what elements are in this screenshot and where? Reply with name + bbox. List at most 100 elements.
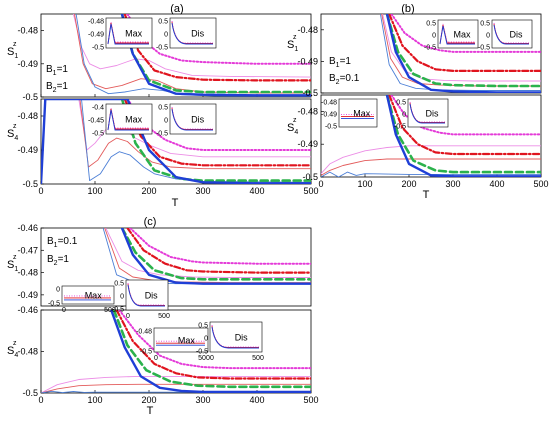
plot-b-top: -0.5 -0.49 -0.48 [297, 13, 542, 98]
param-b1-b: B1=1 [329, 56, 351, 69]
inset-y-tick-label: -0.5 [92, 45, 104, 52]
inset-y-tick-label: 0 [402, 112, 406, 119]
inset-frame [338, 98, 378, 128]
plot-b-bottom: -0.5-0.49-0.480 100 200 300 400 500 [297, 94, 549, 189]
inset-y-tick-label: -0.5 [112, 307, 124, 314]
series-line-magenta-dot [390, 14, 541, 53]
y-tick-label-c-top: -0.47 [17, 245, 38, 255]
svg-text:B2=1: B2=1 [47, 254, 69, 267]
series-line-blue-thick [385, 14, 541, 93]
y-axis-label-c-top: S1 z [7, 254, 18, 273]
x-axis-label-a: T [172, 197, 179, 209]
series-line-magenta-thin [105, 228, 311, 278]
series-line-red-thin [41, 383, 311, 393]
inset-x-tick-label: 500 [158, 313, 170, 320]
series-line-red-dashdot [126, 228, 311, 274]
inset-a-bottom-dis: 0.5 0 -0.5 Dis [156, 103, 217, 138]
inset-curve [107, 109, 149, 131]
panel-label-c: (c) [144, 216, 157, 228]
svg-text:S1: S1 [7, 46, 18, 60]
inset-y-tick-label: -0.5 [140, 349, 152, 356]
y-tick-label-c-bottom: -0.5 [22, 388, 38, 398]
series-line-green-dash [112, 310, 311, 389]
series-line-red-thin [104, 228, 311, 284]
y-tick-label-a-bottom: -0.48 [17, 111, 38, 121]
inset-y-tick-label: -0.5 [478, 45, 490, 52]
inset-y-tick-label: -0.5 [325, 124, 337, 131]
y-tick-label-b-bottom: -0.48 [297, 106, 318, 116]
series-line-red-thin [321, 158, 541, 176]
y-axis-label-b-bottom: S4 z [287, 117, 298, 136]
inset-y-tick-label: -0.49 [321, 112, 337, 119]
series-line-red-thin [79, 99, 311, 170]
x-axis-label-c: T [147, 405, 154, 417]
x-tick-label-b-bottom: 500 [533, 179, 548, 189]
x-tick-label-c-bottom: 500 [303, 395, 318, 405]
y-axis-label-a-bottom: S4 z [7, 123, 18, 142]
inset-a-top-dis: 0.5 0 -0.5 Dis [156, 17, 217, 52]
inset-y-tick-label: 0 [432, 33, 436, 40]
series-line-magenta-dot [118, 310, 311, 370]
series-line-green-dash [385, 95, 541, 174]
y-tick-label-b-bottom: -0.49 [297, 139, 318, 149]
svg-text:z: z [13, 340, 17, 347]
inset-b-bottom-dis: 0.5 0 -0.5 Dis [394, 98, 449, 131]
inset-y-tick-label: 0.5 [158, 105, 168, 112]
inset-label-dis: Dis [510, 30, 523, 40]
y-tick-label-a-bottom: -0.49 [17, 145, 38, 155]
y-tick-label-c-top: -0.49 [17, 290, 38, 300]
inset-y-tick-label: -0.48 [88, 19, 104, 26]
inset-y-tick-label: 0 [486, 33, 490, 40]
panel-label-b: (b) [401, 3, 414, 15]
plot-frame-c-top [40, 227, 312, 307]
series-line-magenta-dot [126, 99, 311, 151]
axes-layer: -0.5-0.49-0.48-0.5-0.49-0.480 100 200 300 40… [17, 13, 549, 405]
svg-text:S4: S4 [287, 122, 298, 136]
inset-curve [439, 25, 475, 45]
plot-frame-a-top [40, 13, 312, 98]
x-tick-label-b-bottom: 100 [357, 179, 372, 189]
inset-y-tick-label: -0.45 [88, 118, 104, 125]
inset-x-tick-label: 0 [210, 355, 214, 362]
series-line-blue-thin [379, 14, 541, 91]
inset-b-top-dis: 0.5 0 -0.5 Dis [478, 19, 533, 52]
inset-b-bottom-max: -0.48 -0.49 -0.5 Max [321, 98, 378, 131]
series-line-blue-thick [41, 99, 311, 184]
y-tick-label-a-top: -0.48 [17, 26, 38, 36]
inset-y-tick-label: -0.4 [92, 105, 104, 112]
x-tick-label-c-bottom: 300 [195, 395, 210, 405]
plot-a-bottom: -0.5 -0.49 -0.48 0 100 200 300 400 500 [17, 98, 319, 196]
x-tick-label-c-bottom: 200 [141, 395, 156, 405]
inset-y-tick-label: -0.5 [156, 131, 168, 138]
plot-frame-a-bottom [40, 98, 312, 185]
x-tick-label-a-bottom: 500 [303, 186, 318, 196]
inset-curve [171, 22, 213, 45]
inset-curve [493, 24, 529, 45]
inset-label-max: Max [125, 115, 143, 125]
inset-curve [211, 324, 259, 348]
inset-label-dis: Dis [145, 291, 158, 301]
series-line-magenta-dot [126, 14, 311, 65]
y-tick-label-b-top: -0.49 [297, 56, 318, 66]
inset-y-tick-label: -0.5 [92, 131, 104, 138]
x-tick-label-a-bottom: 300 [195, 186, 210, 196]
inset-label-dis: Dis [235, 333, 248, 343]
x-tick-label-c-bottom: 400 [249, 395, 264, 405]
svg-text:B1=0.1: B1=0.1 [47, 236, 78, 249]
svg-text:B1=1: B1=1 [329, 56, 351, 69]
series-line-red-dashdot [388, 95, 541, 156]
inset-curve [211, 326, 259, 349]
series-line-red-dashdot [115, 310, 311, 380]
series-line-blue-thick [120, 14, 311, 97]
inset-curve [409, 101, 445, 123]
y-tick-label-b-bottom: -0.5 [302, 172, 318, 182]
svg-text:B1=1: B1=1 [46, 64, 68, 77]
inset-curve [107, 23, 149, 45]
inset-x-tick-label: 500 [104, 307, 116, 314]
plot-frame-b-bottom [320, 94, 542, 178]
inset-y-tick-label: 0 [164, 32, 168, 39]
series-line-blue-thick [110, 310, 311, 393]
inset-y-tick-label: 0.5 [158, 19, 168, 26]
